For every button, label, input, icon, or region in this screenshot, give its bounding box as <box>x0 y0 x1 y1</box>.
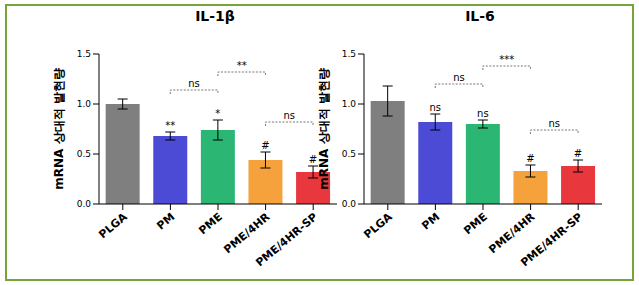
svg-text:0.5: 0.5 <box>77 149 91 159</box>
svg-text:1.5: 1.5 <box>77 49 91 59</box>
svg-text:PME: PME <box>196 210 225 237</box>
svg-text:ns: ns <box>188 78 200 89</box>
svg-text:PME/4HR-SP: PME/4HR-SP <box>253 210 320 269</box>
svg-text:#: # <box>261 140 269 151</box>
svg-text:PME: PME <box>461 210 490 237</box>
svg-text:1.0: 1.0 <box>342 99 357 109</box>
svg-text:ns: ns <box>283 110 295 121</box>
svg-text:***: *** <box>499 54 514 65</box>
svg-text:1.5: 1.5 <box>342 49 356 59</box>
svg-text:0.0: 0.0 <box>342 199 357 209</box>
svg-text:PME/4HR: PME/4HR <box>221 210 273 257</box>
svg-text:**: ** <box>165 120 175 131</box>
html-text:mRNA 상대적 발현량: mRNA 상대적 발현량 <box>51 68 66 190</box>
svg-text:#: # <box>309 154 317 165</box>
svg-text:PLGA: PLGA <box>361 210 395 241</box>
svg-text:0.0: 0.0 <box>77 199 92 209</box>
svg-text:*: * <box>215 108 220 119</box>
html-text:IL-1β: IL-1β <box>195 8 235 24</box>
svg-text:#: # <box>574 148 582 159</box>
svg-text:PME/4HR-SP: PME/4HR-SP <box>518 210 585 269</box>
svg-text:ns: ns <box>453 72 465 83</box>
svg-text:1.0: 1.0 <box>77 99 92 109</box>
svg-text:**: ** <box>237 60 247 71</box>
svg-text:PM: PM <box>419 210 442 232</box>
svg-text:#: # <box>526 153 534 164</box>
svg-text:ns: ns <box>429 102 441 113</box>
svg-text:0.5: 0.5 <box>342 149 356 159</box>
svg-text:PM: PM <box>154 210 177 232</box>
svg-text:ns: ns <box>477 108 489 119</box>
svg-text:ns: ns <box>548 118 560 129</box>
html-text:IL-6: IL-6 <box>465 8 495 24</box>
html-text:mRNA 상대적 발현량: mRNA 상대적 발현량 <box>316 68 331 190</box>
svg-text:PLGA: PLGA <box>96 210 130 241</box>
svg-text:PME/4HR: PME/4HR <box>486 210 538 257</box>
